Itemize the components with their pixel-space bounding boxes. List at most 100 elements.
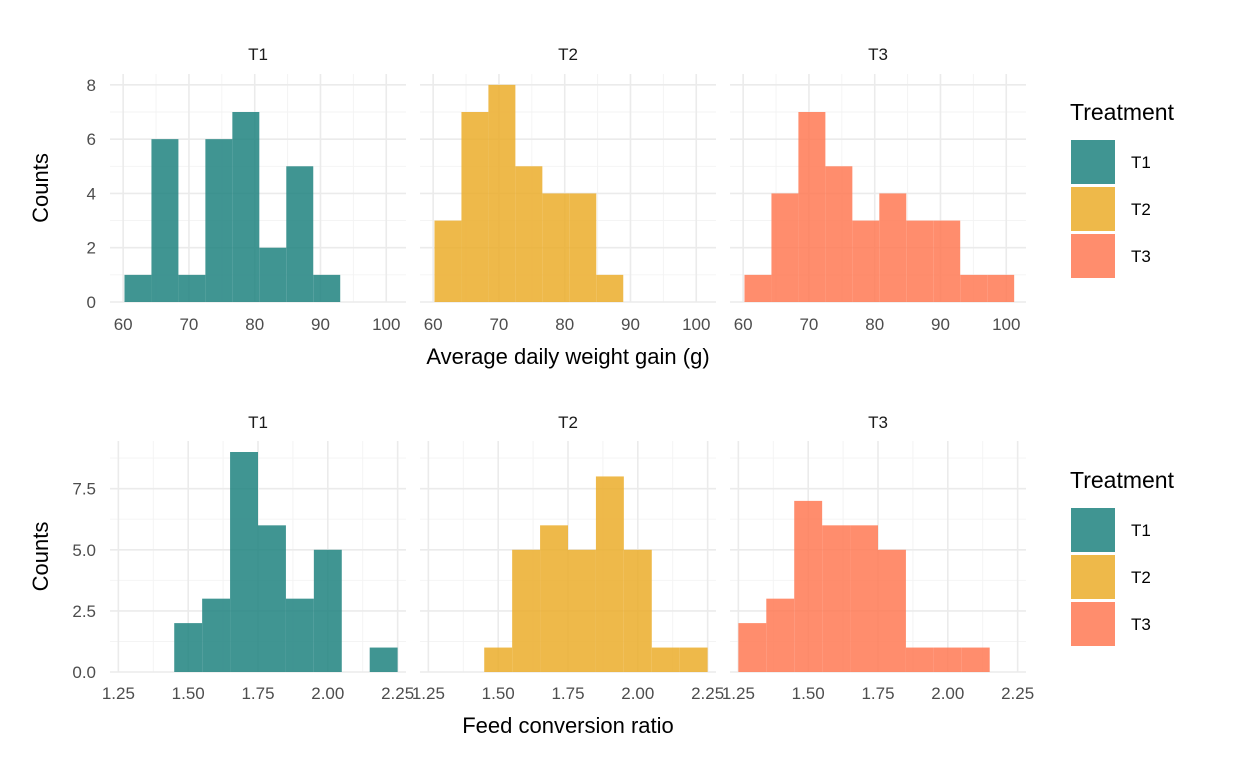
histogram-bar [933,220,961,302]
histogram-bar [484,647,513,672]
x-axis-title: Feed conversion ratio [462,713,674,738]
legend-title: Treatment [1070,99,1175,125]
x-tick-label: 2.00 [311,684,344,703]
histogram-bar [651,647,680,672]
x-tick-label: 1.75 [551,684,584,703]
panel-t2: T2 1.25 1.50 1.75 2.00 2.25 [412,413,724,703]
legend-label: T1 [1131,153,1151,172]
legend: Treatment T1 T2 T3 [1070,99,1175,278]
x-tick-label: 1.50 [792,684,825,703]
histogram-bar [738,623,767,672]
histogram-bar [933,647,962,672]
histogram-bar [258,525,286,672]
histogram-bar [124,274,152,302]
histogram-bar [879,193,907,302]
y-tick-label: 2.5 [72,602,96,621]
legend-label: T2 [1131,200,1151,219]
panel-t1: T1 60 70 80 90 100 0 2 4 6 8 [87,45,406,334]
histogram-bar [744,274,772,302]
histogram-bar [434,220,462,302]
histogram-bar [285,598,314,672]
legend-label: T3 [1131,615,1151,634]
histogram-bar [906,220,934,302]
histogram-bar [259,247,287,302]
panel-t2: T2 60 70 80 90 100 [420,45,716,334]
histogram-bar [596,274,624,302]
x-tick-label: 2.25 [691,684,724,703]
x-axis-title: Average daily weight gain (g) [426,344,709,369]
x-tick-label: 70 [489,315,508,334]
legend: Treatment T1 T2 T3 [1070,467,1175,646]
facet-strip-label: T1 [248,413,268,432]
x-tick-label: 90 [931,315,950,334]
legend-label: T2 [1131,568,1151,587]
facet-strip-label: T1 [248,45,268,64]
histogram-bar [987,274,1015,302]
facet-strip-label: T3 [868,413,888,432]
x-tick-label: 70 [179,315,198,334]
legend-key-t3 [1071,234,1115,278]
x-tick-label: 70 [799,315,818,334]
x-tick-label: 2.25 [381,684,414,703]
x-tick-label: 100 [992,315,1020,334]
y-tick-label: 5.0 [72,541,96,560]
legend-key-t3 [1071,602,1115,646]
histogram-bar [771,193,799,302]
histogram-bar [230,452,258,672]
x-tick-label: 90 [311,315,330,334]
x-tick-label: 100 [682,315,710,334]
panel-t3: T3 60 70 80 90 100 [730,45,1026,334]
histogram-bar [961,647,990,672]
histogram-bar [623,549,652,672]
histogram-bar [905,647,934,672]
histogram-bar [794,500,823,672]
histogram-bar [825,166,853,302]
legend-label: T3 [1131,247,1151,266]
x-tick-label: 1.50 [482,684,515,703]
histogram-bar [178,274,206,302]
panel-t1: T1 1.25 1.50 1.75 2.00 2.25 0.0 2.5 5.0 7.5 [72,413,414,703]
y-tick-label: 7.5 [72,480,96,499]
y-tick-label: 2 [87,239,96,258]
histogram-bar [232,112,260,302]
histogram-bar [568,549,596,672]
histogram-bar [313,549,342,672]
histogram-bar [515,166,543,302]
x-tick-label: 1.25 [722,684,755,703]
histogram-bar [798,112,826,302]
histogram-bar [512,549,541,672]
x-tick-label: 90 [621,315,640,334]
histogram-bar [461,112,489,302]
histogram-bar [822,525,851,672]
histogram-bar [766,598,795,672]
histogram-bar [595,476,624,672]
x-tick-label: 80 [245,315,264,334]
histogram-bar [852,220,880,302]
x-tick-label: 100 [372,315,400,334]
histogram-row-2: T1 1.25 1.50 1.75 2.00 2.25 0.0 2.5 5.0 7.5 T2 1.25… [28,413,1175,738]
x-tick-label: 80 [555,315,574,334]
y-tick-label: 0.0 [72,663,96,682]
legend-key-t1 [1071,140,1115,184]
panel-t3: T3 1.25 1.50 1.75 2.00 2.25 [722,413,1034,703]
histogram-bar [202,598,231,672]
legend-key-t1 [1071,508,1115,552]
histogram-bar [488,84,516,302]
y-axis-title: Counts [28,522,53,592]
y-tick-label: 0 [87,293,96,312]
histogram-bar [313,274,341,302]
histogram-bar [542,193,570,302]
histogram-bar [286,166,314,302]
legend-title: Treatment [1070,467,1175,493]
y-tick-label: 6 [87,130,96,149]
histogram-bar [174,623,203,672]
facet-strip-label: T3 [868,45,888,64]
y-axis-title: Counts [28,153,53,223]
histogram-bar [850,525,878,672]
y-tick-label: 4 [87,184,96,203]
x-tick-label: 80 [865,315,884,334]
x-tick-label: 1.25 [412,684,445,703]
y-tick-label: 8 [87,76,96,95]
histogram-bar [369,647,398,672]
